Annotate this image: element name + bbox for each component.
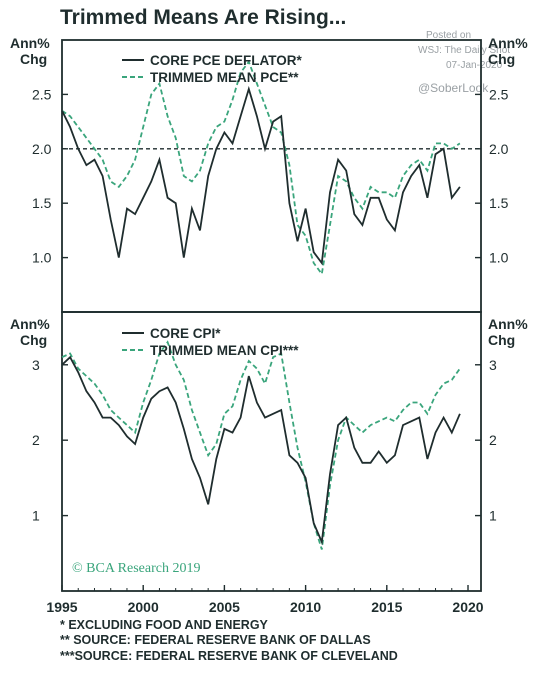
cpi-core-line [61, 355, 461, 546]
pce-y-ticks: 1.0 1.0 1.5 1.5 2.0 2.0 2.5 2.5 [32, 86, 509, 265]
cpi-unit-right-2: Chg [488, 332, 515, 348]
x-tick-label: 2005 [209, 599, 240, 615]
cpi-ytick-right-label: 3 [489, 357, 497, 373]
cpi-ytick-right-label: 1 [489, 508, 497, 524]
watermark-source: WSJ: The Daily Shot [418, 45, 510, 56]
pce-core-line [61, 85, 461, 266]
cpi-panel: Ann% Chg Ann% Chg 1 1 2 2 3 3 CORE CPI* TRIMM… [10, 311, 528, 592]
x-tick-label: 2000 [128, 599, 159, 615]
cpi-y-ticks: 1 1 2 2 3 3 [32, 357, 497, 524]
pce-panel: Ann% Chg Ann% Chg 1.0 1.0 1.5 1.5 2.0 2.0 2.5 2… [10, 35, 528, 313]
cpi-legend-core-label: CORE CPI* [150, 326, 221, 341]
footnote-1: * EXCLUDING FOOD AND ENERGY [60, 618, 269, 632]
pce-ytick-left-label: 2.5 [32, 86, 52, 102]
pce-unit-right-1: Ann% [488, 35, 528, 51]
cpi-ytick-right-label: 2 [489, 432, 497, 448]
x-tick-label: 2010 [290, 599, 321, 615]
pce-trimmed-mean-line [61, 59, 461, 277]
cpi-unit-left-2: Chg [20, 332, 47, 348]
pce-ytick-right-label: 1.5 [489, 195, 509, 211]
cpi-unit-left-1: Ann% [10, 316, 50, 332]
x-tick-label: 2020 [452, 599, 483, 615]
cpi-ytick-left-label: 3 [32, 357, 40, 373]
watermark-handle: @SoberLook [418, 81, 489, 95]
chart-title: Trimmed Means Are Rising... [60, 6, 346, 29]
cpi-ytick-left-label: 2 [32, 432, 40, 448]
pce-unit-left-1: Ann% [10, 35, 50, 51]
cpi-legend-trimmed-label: TRIMMED MEAN CPI*** [150, 343, 299, 358]
cpi-trimmed-mean-line [61, 340, 461, 550]
pce-unit-left-2: Chg [20, 51, 47, 67]
bca-credit: © BCA Research 2019 [72, 561, 200, 576]
pce-ytick-right-label: 2.0 [489, 141, 509, 157]
pce-ytick-left-label: 2.0 [32, 141, 52, 157]
pce-unit-right-2: Chg [488, 51, 515, 67]
footnote-2: ** SOURCE: FEDERAL RESERVE BANK OF DALLA… [60, 633, 371, 647]
pce-legend-trimmed-label: TRIMMED MEAN PCE** [150, 70, 299, 85]
pce-ytick-right-label: 1.0 [489, 250, 509, 266]
pce-ytick-left-label: 1.0 [32, 250, 52, 266]
watermark-posted: Posted on [426, 30, 471, 41]
cpi-ytick-left-label: 1 [32, 508, 40, 524]
pce-ytick-right-label: 2.5 [489, 86, 509, 102]
x-axis-ticks: 1995 2000 2005 2010 2015 2020 [46, 585, 484, 615]
cpi-plot-frame [61, 311, 482, 592]
pce-legend-core-label: CORE PCE DEFLATOR* [150, 53, 303, 68]
x-tick-label: 1995 [46, 599, 77, 615]
cpi-unit-right-1: Ann% [488, 316, 528, 332]
footnote-3: ***SOURCE: FEDERAL RESERVE BANK OF CLEVE… [60, 649, 398, 663]
x-tick-label: 2015 [371, 599, 402, 615]
watermark-date: 07-Jan-2020 [446, 60, 503, 71]
pce-ytick-left-label: 1.5 [32, 195, 52, 211]
